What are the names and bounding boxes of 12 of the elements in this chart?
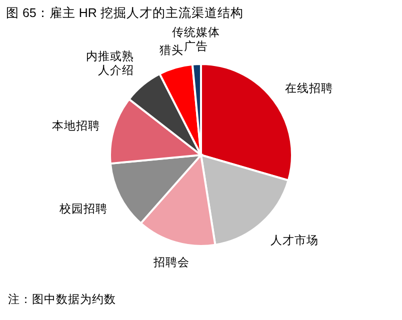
category-label: 校园招聘: [59, 204, 108, 216]
category-label: 广告: [184, 41, 208, 54]
category-label: 内推或熟: [86, 51, 134, 64]
category-label: 传统媒体: [172, 27, 220, 40]
annotation: 注：图中数据为约数: [8, 294, 116, 306]
title: 图 65：雇主 HR 挖掘人才的主流渠道结构: [6, 6, 244, 20]
category-label: 在线招聘: [284, 82, 333, 95]
category-label: 猎头: [160, 45, 184, 58]
category-label: 人介绍: [98, 65, 134, 78]
category-label: 招聘会: [154, 256, 190, 269]
category-label: 本地招聘: [52, 120, 100, 133]
category-label: 人才市场: [270, 234, 318, 247]
